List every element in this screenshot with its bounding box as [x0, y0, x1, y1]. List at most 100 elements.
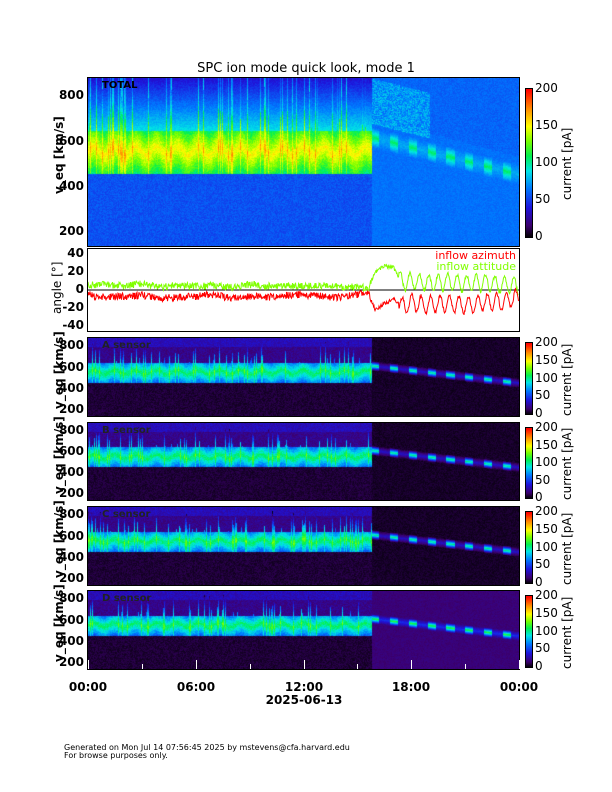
y-tick-label: 400: [58, 178, 84, 193]
y-tick-label: 600: [58, 359, 84, 374]
colorbar-tick-label: 200: [535, 588, 558, 602]
legend-inflow-azimuth: inflow azimuth: [435, 249, 516, 262]
spectrogram-sensor: [88, 338, 519, 416]
plot-frame: [87, 590, 520, 670]
colorbar-tick-label: 100: [535, 455, 558, 469]
colorbar-tick-label: 200: [535, 420, 558, 434]
colorbar-tick-label: 0: [535, 229, 543, 243]
x-tick-label: 06:00: [176, 680, 216, 694]
y-tick-label: 600: [58, 528, 84, 543]
colorbar: [525, 595, 533, 668]
colorbar: [525, 342, 533, 415]
spectrogram-total: [88, 78, 519, 246]
spectrogram-sensor: [88, 507, 519, 585]
colorbar-tick-label: 150: [535, 118, 558, 132]
x-tick-mark: [303, 660, 305, 669]
x-tick-mark: [195, 660, 197, 669]
x-tick-mark: [465, 664, 467, 669]
panel-label: B sensor: [102, 425, 151, 436]
footer-note: For browse purposes only.: [64, 751, 168, 760]
inflow-azimuth-line: [88, 287, 519, 316]
legend-inflow-attitude: inflow attitude: [436, 260, 516, 273]
y-tick-label: 800: [58, 423, 84, 438]
y-tick-label: 800: [58, 507, 84, 522]
spectrogram-sensor: [88, 423, 519, 500]
colorbar-tick-label: 50: [535, 388, 551, 403]
colorbar-tick-label: 100: [535, 539, 558, 554]
plot-frame: [87, 77, 520, 247]
footer-generated: Generated on Mon Jul 14 07:56:45 2025 by…: [64, 743, 350, 752]
x-tick-mark: [249, 664, 251, 669]
y-axis-label: v_eq [km/s]: [52, 500, 66, 578]
colorbar: [525, 427, 533, 499]
colorbar-label: current [pA]: [560, 127, 574, 200]
colorbar-tick-label: 200: [535, 81, 558, 95]
colorbar: [525, 88, 533, 238]
panel-label: TOTAL: [102, 80, 138, 91]
colorbar-tick-label: 150: [535, 352, 558, 367]
y-tick-label: 200: [58, 570, 84, 585]
colorbar-tick-label: 200: [535, 504, 558, 518]
y-tick-label: 200: [58, 654, 84, 669]
panel-label: C sensor: [102, 509, 151, 520]
y-tick-label: 600: [58, 612, 84, 627]
y-tick-label: 800: [58, 591, 84, 606]
colorbar-tick-label: 100: [535, 155, 558, 169]
colorbar-label: current [pA]: [560, 596, 574, 669]
y-axis-label: v_eq [km/s]: [52, 116, 66, 194]
colorbar-tick-label: 200: [535, 335, 558, 349]
y-tick-label: 400: [58, 380, 84, 395]
x-tick-label: 18:00: [391, 680, 431, 694]
colorbar-tick-label: 100: [535, 370, 558, 385]
colorbar-tick-label: 50: [535, 557, 551, 572]
y-axis-label: v_eq [km/s]: [52, 331, 66, 409]
colorbar-label: current [pA]: [560, 427, 574, 500]
colorbar-tick-label: 0: [535, 659, 543, 673]
plot-frame: [87, 248, 520, 332]
y-axis-label: v_eq [km/s]: [52, 415, 66, 494]
y-tick-label: 400: [58, 549, 84, 564]
x-tick-mark: [519, 660, 520, 669]
plot-frame: [87, 506, 520, 586]
y-tick-label: 400: [58, 464, 84, 479]
y-axis-label: v_eq [km/s]: [52, 584, 66, 662]
colorbar-tick-label: 50: [535, 192, 551, 206]
colorbar-tick-label: 0: [535, 575, 543, 589]
y-tick-label: 20: [67, 263, 84, 278]
colorbar-tick-label: 100: [535, 623, 558, 638]
x-tick-label: 12:00: [284, 680, 324, 694]
colorbar-tick-label: 150: [535, 605, 558, 620]
colorbar-tick-label: 0: [535, 406, 543, 420]
y-tick-label: -40: [62, 318, 84, 333]
x-tick-mark: [141, 664, 143, 669]
colorbar-tick-label: 0: [535, 490, 543, 504]
colorbar-tick-label: 150: [535, 437, 558, 452]
x-tick-mark: [88, 660, 89, 669]
angle-plot: [88, 263, 519, 316]
y-tick-label: 200: [58, 485, 84, 500]
y-tick-label: 800: [58, 338, 84, 353]
y-tick-label: -20: [62, 300, 84, 315]
y-tick-label: 800: [58, 88, 84, 103]
x-tick-mark: [357, 664, 359, 669]
colorbar: [525, 511, 533, 584]
y-tick-label: 0: [75, 282, 84, 296]
plot-frame: [87, 337, 520, 417]
plot-frame: [87, 422, 520, 501]
colorbar-tick-label: 50: [535, 641, 551, 656]
colorbar-tick-label: 150: [535, 521, 558, 536]
colorbar-tick-label: 50: [535, 472, 551, 487]
y-tick-label: 200: [58, 401, 84, 416]
x-date-label: 2025-06-13: [265, 693, 343, 707]
x-tick-label: 00:00: [68, 680, 108, 694]
y-tick-label: 200: [58, 224, 84, 239]
inflow-attitude-line: [88, 263, 519, 296]
panel-label: D sensor: [102, 593, 152, 604]
colorbar-label: current [pA]: [560, 512, 574, 585]
spectrogram-sensor: [88, 591, 519, 669]
colorbar-label: current [pA]: [560, 343, 574, 416]
y-axis-label: angle [°]: [50, 261, 64, 314]
panel-label: A sensor: [102, 340, 151, 351]
x-tick-mark: [411, 660, 413, 669]
